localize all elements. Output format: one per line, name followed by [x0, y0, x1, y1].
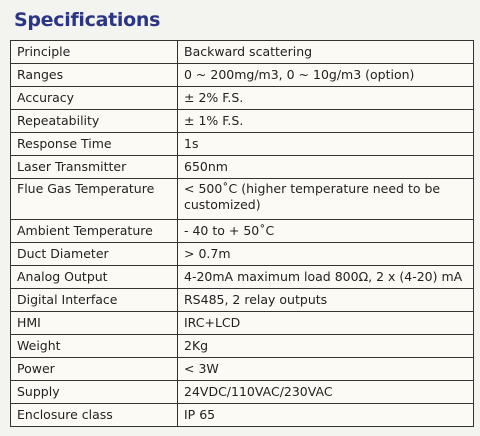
- spec-label: Ambient Temperature: [10, 219, 178, 243]
- spec-value: - 40 to + 50˚C: [177, 219, 474, 243]
- spec-label: Response Time: [10, 132, 178, 156]
- spec-label: Power: [10, 357, 178, 381]
- spec-row: Response Time 1s: [10, 132, 474, 156]
- spec-label: Principle: [10, 40, 178, 64]
- spec-label: Duct Diameter: [10, 242, 178, 266]
- spec-row: Digital Interface RS485, 2 relay outputs: [10, 288, 474, 312]
- spec-value: ± 2% F.S.: [177, 86, 474, 110]
- spec-row: Ranges 0 ~ 200mg/m3, 0 ~ 10g/m3 (option): [10, 63, 474, 87]
- spec-value: 2Kg: [177, 334, 474, 358]
- spec-value: 1s: [177, 132, 474, 156]
- spec-label: Flue Gas Temperature: [10, 178, 178, 220]
- spec-label: Laser Transmitter: [10, 155, 178, 179]
- spec-label: Digital Interface: [10, 288, 178, 312]
- spec-row: Principle Backward scattering: [10, 40, 474, 64]
- spec-label: HMI: [10, 311, 178, 335]
- spec-label: Analog Output: [10, 265, 178, 289]
- spec-value: Backward scattering: [177, 40, 474, 64]
- spec-row: Analog Output 4-20mA maximum load 800Ω, 2…: [10, 265, 474, 289]
- spec-value: < 3W: [177, 357, 474, 381]
- spec-value: 0 ~ 200mg/m3, 0 ~ 10g/m3 (option): [177, 63, 474, 87]
- spec-value: 650nm: [177, 155, 474, 179]
- spec-value: 24VDC/110VAC/230VAC: [177, 380, 474, 404]
- spec-row: Power < 3W: [10, 357, 474, 381]
- spec-row: Duct Diameter > 0.7m: [10, 242, 474, 266]
- spec-row: Supply 24VDC/110VAC/230VAC: [10, 380, 474, 404]
- spec-value: RS485, 2 relay outputs: [177, 288, 474, 312]
- spec-value: < 500˚C (higher temperature need to be c…: [177, 178, 474, 220]
- spec-row: Weight 2Kg: [10, 334, 474, 358]
- spec-table: Principle Backward scattering Ranges 0 ~ 20…: [10, 40, 474, 427]
- spec-label: Accuracy: [10, 86, 178, 110]
- spec-label: Repeatability: [10, 109, 178, 133]
- spec-value: ± 1% F.S.: [177, 109, 474, 133]
- spec-label: Supply: [10, 380, 178, 404]
- spec-row: Repeatability ± 1% F.S.: [10, 109, 474, 133]
- spec-value: IRC+LCD: [177, 311, 474, 335]
- spec-row: HMI IRC+LCD: [10, 311, 474, 335]
- spec-value: IP 65: [177, 403, 474, 427]
- spec-label: Enclosure class: [10, 403, 178, 427]
- title: Specifications: [14, 9, 161, 31]
- spec-value: > 0.7m: [177, 242, 474, 266]
- spec-label: Weight: [10, 334, 178, 358]
- spec-row: Accuracy ± 2% F.S.: [10, 86, 474, 110]
- spec-label: Ranges: [10, 63, 178, 87]
- spec-row: Enclosure class IP 65: [10, 403, 474, 427]
- spec-row: Ambient Temperature - 40 to + 50˚C: [10, 219, 474, 243]
- spec-value: 4-20mA maximum load 800Ω, 2 x (4-20) mA: [177, 265, 474, 289]
- spec-row: Flue Gas Temperature < 500˚C (higher temp…: [10, 178, 474, 220]
- spec-row: Laser Transmitter 650nm: [10, 155, 474, 179]
